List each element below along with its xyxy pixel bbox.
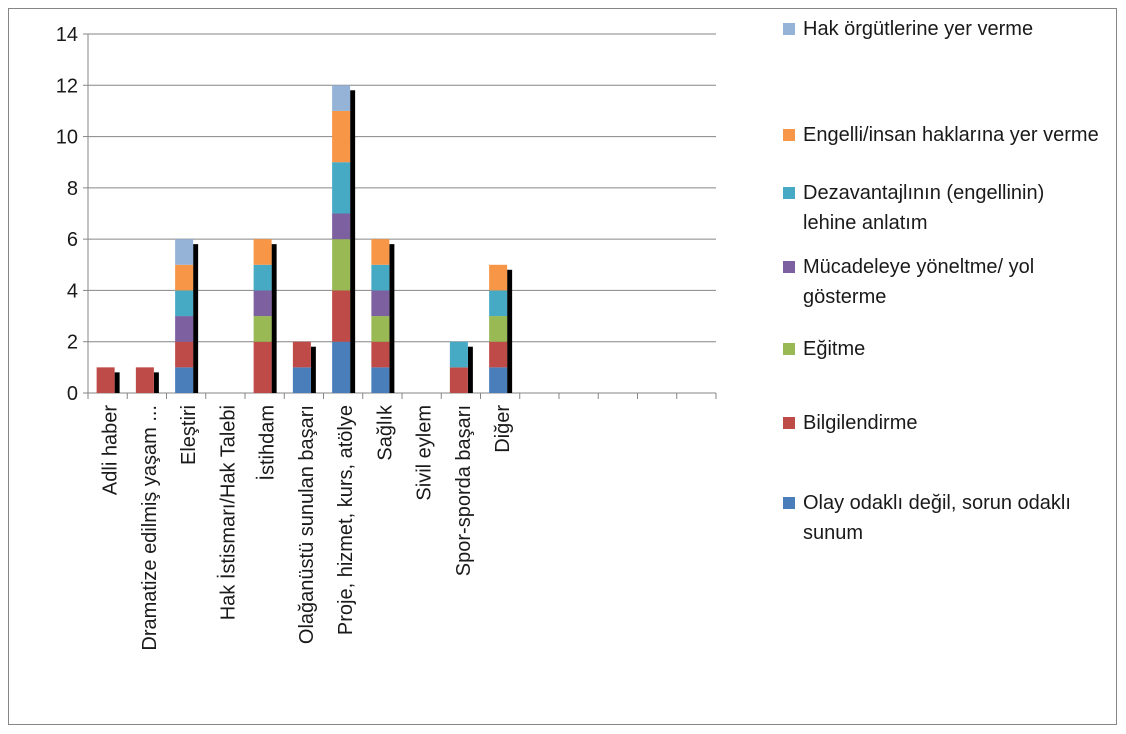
bar-segment xyxy=(371,264,390,291)
bar-segment xyxy=(489,367,508,393)
bar-segment xyxy=(332,162,351,214)
y-tick-label: 8 xyxy=(67,178,78,200)
bar-shadow xyxy=(350,90,356,394)
legend-label: Olay odaklı değil, sorun odaklı sunum xyxy=(803,492,1071,544)
chart-legend: Hak örgütlerine yer verme Engelli/insan h… xyxy=(783,0,1113,734)
bar-shadow xyxy=(271,244,277,393)
y-tick-label: 6 xyxy=(67,229,78,251)
legend-item: Hak örgütlerine yer verme xyxy=(783,14,1113,44)
bar-segment xyxy=(371,367,390,393)
bar-segment xyxy=(332,85,351,111)
bar-segment xyxy=(253,264,272,291)
bar-segment xyxy=(371,239,390,265)
legend-label: Eğitme xyxy=(803,338,866,360)
bar-segment xyxy=(371,341,390,368)
bar-segment xyxy=(253,341,272,393)
bar-segment xyxy=(332,110,351,163)
bar-segment xyxy=(175,239,194,265)
bar-segment xyxy=(449,367,468,393)
x-tick-label: Dramatize edilmiş yaşam ... xyxy=(139,405,161,651)
legend-label: Dezavantajlının (engellinin) lehine anla… xyxy=(803,182,1045,234)
bar-shadow xyxy=(467,346,473,393)
legend-swatch xyxy=(783,343,795,355)
legend-swatch xyxy=(783,497,795,509)
legend-swatch xyxy=(783,129,795,141)
bar-segment xyxy=(175,316,194,342)
bar-shadow xyxy=(389,244,395,393)
bar-segment xyxy=(253,316,272,342)
bar-segment xyxy=(175,264,194,291)
y-tick-label: 2 xyxy=(67,332,78,354)
x-tick-label: Hak İstismarı/Hak Talebi xyxy=(216,405,239,620)
legend-item: Dezavantajlının (engellinin) lehine anla… xyxy=(783,178,1113,238)
legend-label: Mücadeleye yöneltme/ yol gösterme xyxy=(803,256,1035,308)
x-tick-label: Diğer xyxy=(492,405,514,453)
bar-segment xyxy=(489,316,508,342)
bar-segment xyxy=(489,264,508,291)
bar-segment xyxy=(175,367,194,393)
bar-shadow xyxy=(310,346,316,393)
legend-swatch xyxy=(783,417,795,429)
legend-label: Hak örgütlerine yer verme xyxy=(803,18,1034,40)
legend-item: Engelli/insan haklarına yer verme xyxy=(783,120,1113,150)
x-tick-label: Proje, hizmet, kurs, atölye xyxy=(335,405,357,635)
y-tick-label: 4 xyxy=(67,280,78,302)
x-tick-label: Eleştiri xyxy=(178,405,200,465)
bar-segment xyxy=(371,316,390,342)
bar-shadow xyxy=(153,372,159,393)
x-tick-label: Olağanüstü sunulan başarı xyxy=(296,405,318,644)
y-tick-label: 10 xyxy=(56,127,78,149)
y-tick-label: 0 xyxy=(67,383,78,405)
legend-label: Bilgilendirme xyxy=(803,412,918,434)
legend-item: Eğitme xyxy=(783,334,1113,364)
bar-segment xyxy=(449,341,468,368)
bar-segment xyxy=(332,290,351,342)
x-tick-label: İstihdam xyxy=(256,405,279,481)
legend-swatch xyxy=(783,261,795,273)
x-tick-label: Spor-sporda başarı xyxy=(453,405,475,576)
chart-plot: 0 2 4 6 8 10 12 14 Adli haber Dramatize edilmiş y… xyxy=(56,24,717,651)
bar-segment xyxy=(292,341,311,368)
legend-item: Olay odaklı değil, sorun odaklı sunum xyxy=(783,488,1113,548)
bar-shadow xyxy=(114,372,120,393)
bar-segment xyxy=(292,367,311,393)
bar-segment xyxy=(135,367,154,393)
bar-segment xyxy=(253,290,272,317)
bar-segment xyxy=(489,290,508,317)
x-tick-label: Sağlık xyxy=(374,404,396,461)
y-tick-label: 12 xyxy=(56,75,78,97)
x-tick-label: Adli haber xyxy=(100,405,122,495)
legend-item: Mücadeleye yöneltme/ yol gösterme xyxy=(783,252,1113,312)
bar-segment xyxy=(175,290,194,317)
legend-item: Bilgilendirme xyxy=(783,408,1113,438)
legend-label: Engelli/insan haklarına yer verme xyxy=(803,124,1099,146)
bar-segment xyxy=(489,341,508,368)
bar-segment xyxy=(332,341,351,393)
bar-segment xyxy=(332,213,351,240)
y-tick-label: 14 xyxy=(56,24,78,46)
bar-shadow xyxy=(193,244,199,393)
bar-shadow xyxy=(507,269,513,393)
bar-segment xyxy=(253,239,272,265)
bar-segment xyxy=(96,367,115,393)
legend-swatch xyxy=(783,23,795,35)
bar-segment xyxy=(175,341,194,368)
bar-segment xyxy=(332,239,351,291)
bar-segment xyxy=(371,290,390,317)
legend-swatch xyxy=(783,187,795,199)
x-tick-label: Sivil eylem xyxy=(414,405,436,501)
